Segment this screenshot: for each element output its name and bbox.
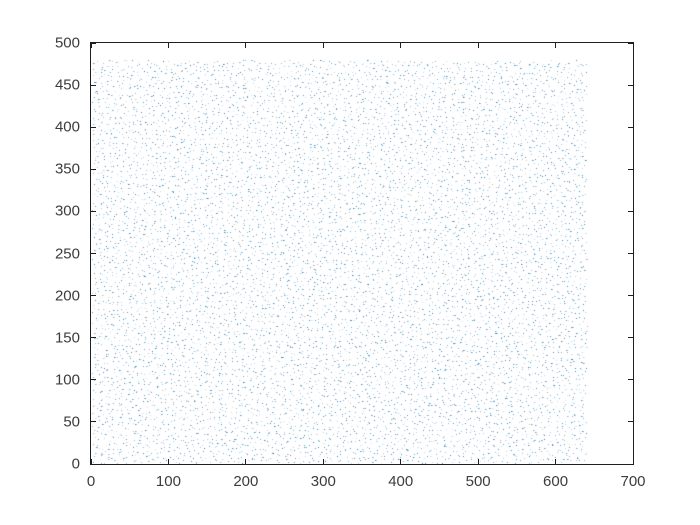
- y-tick-label: 150: [54, 329, 80, 347]
- scatter-points-canvas: [91, 43, 633, 464]
- y-tick-left: [91, 210, 96, 212]
- x-tick-top: [555, 43, 557, 48]
- y-tick-label: 300: [54, 202, 80, 220]
- y-tick-label: 200: [54, 287, 80, 305]
- x-tick-bottom: [90, 459, 92, 464]
- y-tick-right: [628, 463, 633, 465]
- x-tick-top: [245, 43, 247, 48]
- x-tick-top: [632, 43, 634, 48]
- y-tick-left: [91, 42, 96, 44]
- y-tick-left: [91, 463, 96, 465]
- plot-area: [90, 42, 634, 465]
- x-axis-tick-labels: 0 100 200 300 400 500 600 700: [87, 473, 646, 495]
- x-tick-label: 200: [233, 473, 259, 490]
- y-tick-label: 450: [54, 76, 80, 94]
- x-tick-bottom: [245, 459, 247, 464]
- x-tick-label: 600: [543, 473, 569, 490]
- x-tick-label: 400: [388, 473, 414, 490]
- y-axis-tick-labels: 0 50 100 150 200 250 300 350 400 450 500: [0, 35, 80, 473]
- y-tick-right: [628, 379, 633, 381]
- x-tick-bottom: [322, 459, 324, 464]
- y-tick-label: 400: [54, 118, 80, 136]
- x-tick-top: [322, 43, 324, 48]
- y-tick-label: 0: [71, 455, 80, 473]
- y-tick-right: [628, 295, 633, 297]
- y-tick-left: [91, 126, 96, 128]
- y-tick-label: 500: [54, 34, 80, 52]
- y-tick-left: [91, 421, 96, 423]
- x-tick-label: 300: [310, 473, 336, 490]
- x-tick-bottom: [555, 459, 557, 464]
- y-tick-right: [628, 42, 633, 44]
- x-tick-label: 700: [620, 473, 646, 490]
- x-tick-label: 100: [155, 473, 181, 490]
- y-tick-left: [91, 295, 96, 297]
- y-tick-right: [628, 84, 633, 86]
- y-tick-right: [628, 337, 633, 339]
- y-tick-left: [91, 84, 96, 86]
- x-tick-bottom: [632, 459, 634, 464]
- x-tick-bottom: [477, 459, 479, 464]
- x-tick-bottom: [400, 459, 402, 464]
- y-tick-right: [628, 253, 633, 254]
- y-tick-right: [628, 126, 633, 128]
- y-tick-left: [91, 337, 96, 339]
- x-tick-top: [400, 43, 402, 48]
- y-tick-label: 250: [54, 245, 80, 262]
- x-tick-top: [477, 43, 479, 48]
- y-tick-left: [91, 379, 96, 381]
- y-tick-label: 350: [54, 160, 80, 178]
- x-tick-label: 500: [465, 473, 491, 490]
- x-tick-top: [167, 43, 169, 48]
- y-tick-right: [628, 168, 633, 170]
- y-tick-label: 100: [54, 371, 80, 389]
- x-tick-top: [90, 43, 92, 48]
- y-tick-right: [628, 421, 633, 423]
- y-tick-right: [628, 210, 633, 212]
- y-tick-label: 50: [63, 413, 80, 431]
- y-tick-left: [91, 253, 96, 254]
- x-tick-label: 0: [86, 473, 96, 490]
- x-tick-bottom: [167, 459, 169, 464]
- y-tick-left: [91, 168, 96, 170]
